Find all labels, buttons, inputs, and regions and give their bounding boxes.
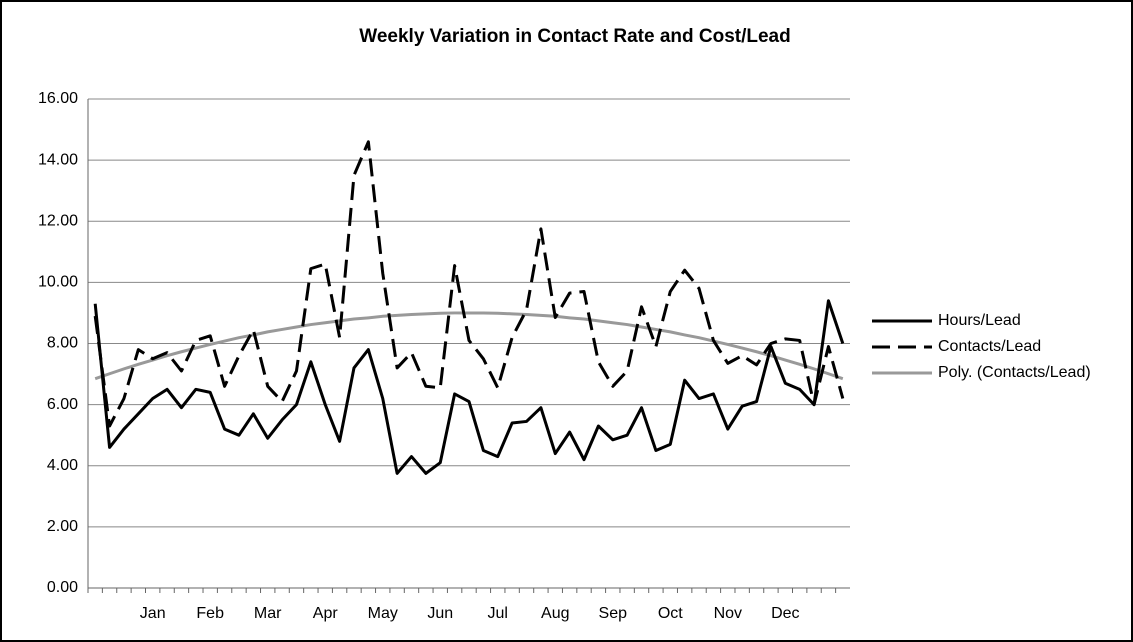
chart-title: Weekly Variation in Contact Rate and Cos… <box>359 26 790 47</box>
x-tick-label: Mar <box>254 605 282 622</box>
y-tick-label: 12.00 <box>38 212 78 229</box>
y-tick-label: 14.00 <box>38 151 78 168</box>
y-tick-label: 4.00 <box>47 457 78 474</box>
x-tick-label: Dec <box>771 605 799 622</box>
y-tick-label: 10.00 <box>38 274 78 291</box>
x-tick-label: Jun <box>427 605 453 622</box>
legend-label: Poly. (Contacts/Lead) <box>938 364 1091 381</box>
y-tick-label: 16.00 <box>38 90 78 107</box>
series-line <box>94 311 844 381</box>
x-tick-label: Aug <box>541 605 569 622</box>
legend-label: Contacts/Lead <box>938 338 1041 355</box>
x-tick-label: Nov <box>714 605 742 622</box>
x-tick-label: Apr <box>313 605 339 622</box>
x-tick-label: Oct <box>658 605 683 622</box>
legend-label: Hours/Lead <box>938 312 1021 329</box>
x-tick-label: Feb <box>196 605 224 622</box>
x-tick-label: Jan <box>140 605 166 622</box>
series-line <box>93 299 845 475</box>
y-tick-label: 2.00 <box>47 518 78 535</box>
x-tick-label: Jul <box>488 605 508 622</box>
x-tick-label: Sep <box>599 605 628 622</box>
series-line <box>93 140 845 428</box>
x-tick-label: May <box>368 605 398 622</box>
y-tick-label: 8.00 <box>47 335 78 352</box>
y-tick-label: 0.00 <box>47 579 78 596</box>
y-tick-label: 6.00 <box>47 396 78 413</box>
